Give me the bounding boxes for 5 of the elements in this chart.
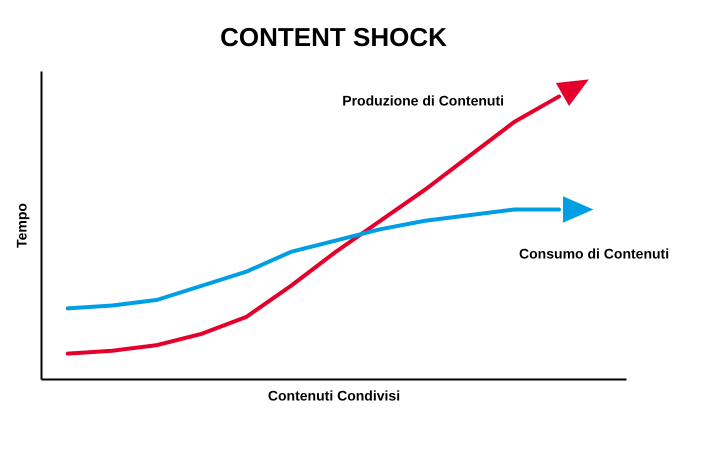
series-label: Produzione di Contenuti xyxy=(342,92,504,108)
text: Consumo di Contenuti xyxy=(519,245,670,262)
x-axis-title: Contenuti Condivisi xyxy=(268,388,400,404)
y-axis-title: Tempo xyxy=(14,203,30,248)
chart-title: CONTENT SHOCK xyxy=(220,22,448,52)
